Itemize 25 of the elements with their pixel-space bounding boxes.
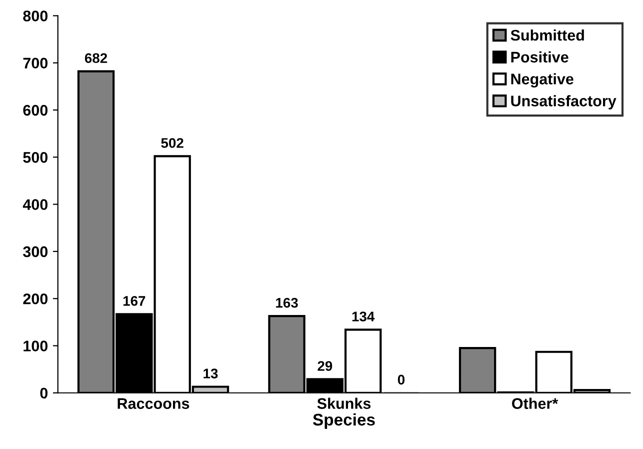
y-tick-label: 800 — [23, 10, 48, 22]
x-tick-label: Raccoons — [118, 398, 190, 409]
data-label: 163 — [276, 298, 298, 308]
x-axis-title: Species — [312, 413, 375, 429]
data-label: 682 — [84, 53, 108, 64]
data-label: 13 — [204, 368, 218, 378]
legend-label: Submitted — [510, 29, 584, 41]
y-tick-label: 0 — [40, 388, 48, 399]
legend-label: Negative — [511, 73, 574, 88]
data-label: 167 — [123, 296, 146, 306]
data-label: 0 — [398, 374, 405, 385]
y-tick-label: 700 — [23, 58, 48, 69]
y-tick-label: 300 — [23, 246, 48, 258]
data-label: 29 — [318, 361, 332, 371]
data-label: 502 — [161, 138, 184, 148]
x-tick-label: Other* — [512, 398, 558, 409]
data-label: 134 — [352, 312, 375, 322]
y-tick-label: 500 — [23, 152, 48, 163]
legend-label: Positive — [511, 51, 568, 63]
legend-label: Unsatisfactory — [511, 95, 616, 110]
x-tick-label: Skunks — [317, 398, 371, 409]
y-tick-label: 400 — [22, 199, 48, 210]
y-tick-label: 100 — [24, 340, 48, 352]
y-tick-label: 600 — [23, 104, 48, 116]
y-tick-label: 200 — [23, 293, 48, 304]
